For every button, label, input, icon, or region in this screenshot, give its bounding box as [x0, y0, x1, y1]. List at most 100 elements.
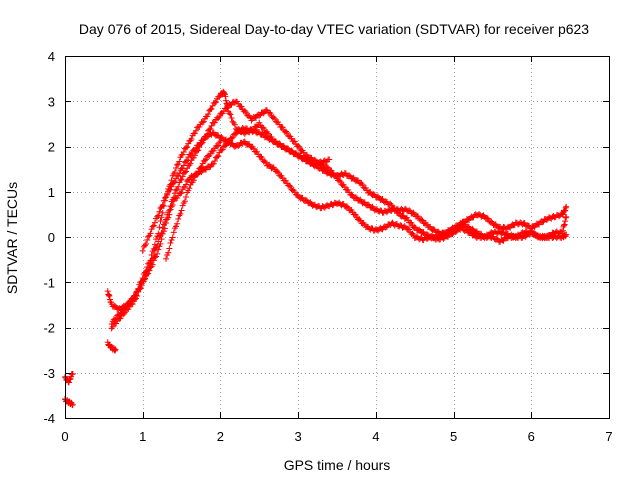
data-point — [561, 221, 568, 228]
data-point — [200, 136, 207, 143]
data-point — [387, 200, 394, 207]
data-point — [207, 125, 214, 132]
data-point — [158, 236, 165, 243]
data-point — [562, 218, 569, 225]
data-point — [165, 214, 172, 221]
data-point — [181, 198, 188, 205]
data-point — [191, 152, 198, 159]
data-point — [154, 250, 161, 257]
data-point — [211, 119, 218, 126]
data-point — [211, 158, 218, 165]
data-point — [65, 379, 72, 386]
data-point — [170, 229, 177, 236]
data-point — [207, 151, 214, 158]
data-point — [336, 177, 343, 184]
data-point — [266, 109, 273, 116]
data-point — [408, 220, 415, 227]
data-point — [208, 122, 215, 129]
x-tick-label: 4 — [372, 429, 379, 444]
data-point — [157, 240, 164, 247]
data-point — [151, 219, 158, 226]
data-point — [129, 295, 136, 302]
data-point — [418, 216, 425, 223]
data-point — [202, 156, 209, 163]
data-point — [106, 293, 113, 300]
data-point — [196, 142, 203, 149]
data-point — [149, 261, 156, 268]
data-point — [291, 138, 298, 145]
data-point — [194, 171, 201, 178]
data-point — [179, 151, 186, 158]
data-point — [111, 346, 118, 353]
data-point — [171, 169, 178, 176]
y-tick-label: -2 — [43, 321, 55, 336]
data-point — [259, 130, 266, 137]
series-trace-8 — [163, 138, 224, 262]
data-point — [187, 151, 194, 158]
y-tick-label: -3 — [43, 366, 55, 381]
data-point — [388, 201, 395, 208]
data-point — [300, 154, 307, 161]
data-point — [155, 246, 162, 253]
data-point — [200, 118, 207, 125]
data-point — [271, 138, 278, 145]
data-point — [151, 254, 158, 261]
data-point — [148, 226, 155, 233]
data-point — [113, 315, 120, 322]
data-point — [337, 178, 344, 185]
data-point — [563, 231, 570, 238]
data-point — [157, 205, 164, 212]
data-point — [561, 222, 568, 229]
data-point — [124, 302, 131, 309]
x-tick-label: 3 — [295, 429, 302, 444]
grid — [65, 56, 609, 418]
data-point — [177, 190, 184, 197]
data-point — [215, 142, 222, 149]
data-point — [343, 203, 350, 210]
series-trace-5 — [108, 98, 570, 332]
data-point — [178, 189, 185, 196]
data-point — [359, 181, 366, 188]
data-point — [274, 167, 281, 174]
data-point — [176, 170, 183, 177]
data-point — [69, 401, 76, 408]
data-point — [326, 156, 333, 163]
data-point — [169, 202, 176, 209]
data-point — [183, 144, 190, 151]
data-point — [147, 230, 154, 237]
data-point — [409, 230, 416, 237]
data-point — [169, 234, 176, 241]
data-point — [111, 316, 118, 323]
data-point — [155, 212, 162, 219]
data-point — [112, 346, 119, 353]
data-point — [238, 103, 245, 110]
data-point — [284, 145, 291, 152]
data-point — [559, 230, 566, 237]
y-tick-label: 1 — [48, 185, 55, 200]
data-point — [175, 215, 182, 222]
data-point — [300, 149, 307, 156]
data-point — [145, 233, 152, 240]
data-point — [286, 182, 293, 189]
x-tick-label: 6 — [528, 429, 535, 444]
data-point — [120, 306, 127, 313]
data-point — [209, 102, 216, 109]
data-point — [461, 219, 468, 226]
data-point — [260, 125, 267, 132]
data-point — [258, 154, 265, 161]
data-point — [352, 211, 359, 218]
data-point — [311, 156, 318, 163]
data-point — [179, 165, 186, 172]
x-axis-title: GPS time / hours — [284, 457, 391, 473]
data-point — [352, 194, 359, 201]
data-point — [411, 224, 418, 231]
data-point — [267, 110, 274, 117]
data-point — [196, 123, 203, 130]
data-point — [146, 267, 153, 274]
data-point — [225, 140, 232, 147]
data-point — [493, 235, 500, 242]
data-point — [229, 134, 236, 141]
y-tick-label: 0 — [48, 230, 55, 245]
data-point — [145, 270, 152, 277]
